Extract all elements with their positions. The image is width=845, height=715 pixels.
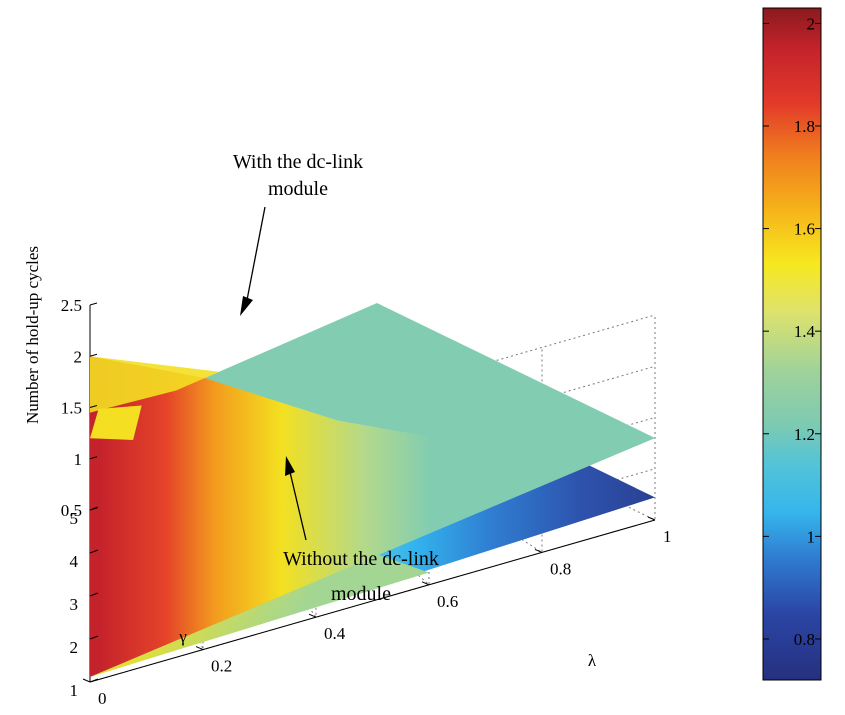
y-tick-mark-1 — [89, 635, 99, 640]
x-tick-label-0: 0 — [98, 689, 107, 708]
x-tick-label-3: 0.6 — [437, 592, 458, 611]
x-tick-mark-2 — [308, 613, 317, 618]
x-axis-line — [89, 519, 656, 683]
y-tick-label-3: 4 — [70, 552, 79, 571]
annotation-arrow-without-head — [285, 456, 295, 476]
y-tick-label-1: 2 — [70, 638, 79, 657]
z-tick-mark-1 — [89, 456, 98, 460]
z-tick-label-2: 1.5 — [61, 399, 82, 418]
x-tick-mark-0 — [82, 678, 91, 683]
colorbar-gradient — [762, 7, 822, 681]
y-tick-mark-4 — [89, 506, 99, 511]
y-tick-label-2: 3 — [70, 595, 79, 614]
x-tick-mark-3 — [421, 581, 430, 586]
x-tick-mark-4 — [534, 548, 543, 553]
x-gridline-5 — [376, 315, 656, 521]
z-axis-title: Number of hold-up cycles — [23, 246, 42, 424]
y-tick-mark-2 — [89, 592, 99, 597]
surface-without-dc-link-edge — [90, 405, 142, 440]
colorbar-tick-label-2: 1.2 — [794, 425, 815, 444]
colorbar: 0.8 1 1.2 1.4 1.6 1.8 2 — [762, 7, 822, 681]
z-tick-mark-2 — [89, 405, 98, 408]
y-tick-label-0: 1 — [70, 681, 79, 700]
colorbar-tick-label-5: 1.8 — [794, 117, 815, 136]
plot-area — [82, 206, 656, 683]
z-tick-label-4: 2.5 — [61, 296, 82, 315]
y-axis-title: γ — [178, 627, 187, 646]
colorbar-tick-label-6: 2 — [807, 14, 816, 33]
z-tick-mark-4 — [89, 302, 98, 306]
y-tick-mark-3 — [89, 549, 99, 554]
annotation-with-line-2: module — [268, 178, 328, 200]
x-tick-label-4: 0.8 — [550, 559, 571, 578]
annotation-without-line-2: module — [331, 583, 391, 605]
x-tick-label-2: 0.4 — [324, 624, 346, 643]
colorbar-tick-label-0: 0.8 — [794, 630, 815, 649]
annotation-arrow-with-head — [240, 296, 253, 316]
chart-labels: 0.5 1 1.5 2 2.5 1 2 3 4 5 0 0.2 0.4 0.6 0.8 1 Number of … — [23, 151, 672, 708]
colorbar-tick-label-3: 1.4 — [794, 322, 816, 341]
colorbar-tick-label-4: 1.6 — [794, 220, 815, 239]
y-tick-label-4: 5 — [70, 509, 79, 528]
x-tick-mark-1 — [195, 646, 204, 651]
x-axis-title: λ — [588, 651, 597, 670]
y-tick-mark-0 — [89, 678, 99, 683]
z-tick-mark-3 — [89, 353, 98, 357]
colorbar-tick-label-1: 1 — [807, 527, 816, 546]
annotation-without-line-1: Without the dc-link — [283, 548, 439, 570]
x-tick-label-5: 1 — [663, 527, 672, 546]
surface-with-dc-link — [90, 356, 655, 677]
x-tick-label-1: 0.2 — [211, 657, 232, 676]
x-tick-mark-5 — [647, 516, 656, 521]
z-tick-label-1: 1 — [74, 450, 83, 469]
annotation-with-line-1: With the dc-link — [233, 151, 363, 173]
z-tick-label-0: 0.5 — [61, 501, 82, 520]
surface-with-dc-link-edge — [90, 356, 220, 413]
annotation-arrow-without-line — [289, 471, 307, 541]
annotation-arrow-with-line — [246, 206, 266, 301]
z-tick-label-3: 2 — [74, 347, 83, 366]
